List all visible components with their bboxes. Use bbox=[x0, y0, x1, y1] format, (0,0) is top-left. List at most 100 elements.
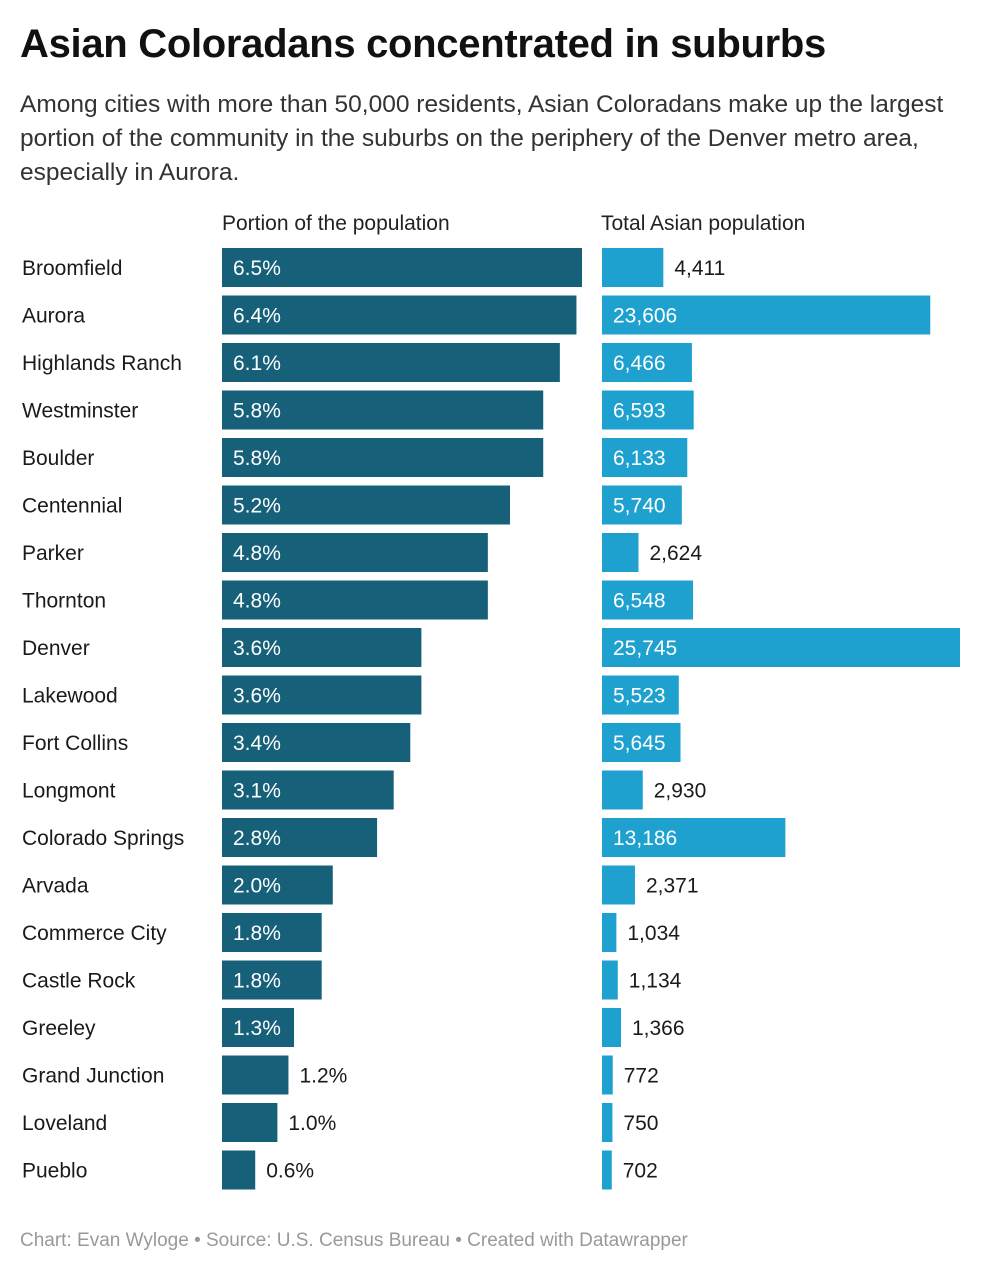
total-value-label: 4,411 bbox=[674, 257, 725, 280]
total-bar bbox=[602, 485, 682, 525]
share-value-label: 6.5% bbox=[233, 257, 281, 280]
share-value-label: 6.4% bbox=[233, 304, 281, 327]
category-label: Lakewood bbox=[22, 684, 118, 707]
category-label: Pueblo bbox=[22, 1159, 87, 1182]
category-label: Greeley bbox=[22, 1017, 96, 1040]
share-bar bbox=[222, 675, 422, 715]
category-label: Highlands Ranch bbox=[22, 352, 182, 375]
total-value-label: 2,930 bbox=[654, 779, 707, 802]
share-bar bbox=[222, 485, 510, 525]
share-bar bbox=[222, 343, 560, 382]
category-label: Castle Rock bbox=[22, 969, 136, 992]
total-bar bbox=[602, 248, 664, 287]
share-bar bbox=[222, 818, 378, 857]
category-label: Fort Collins bbox=[22, 732, 128, 755]
total-value-label: 1,034 bbox=[627, 922, 680, 945]
share-bar bbox=[222, 1103, 278, 1142]
share-bar bbox=[222, 438, 544, 477]
share-value-label: 3.6% bbox=[233, 684, 281, 707]
total-bar bbox=[602, 580, 694, 620]
share-value-label: 3.6% bbox=[233, 637, 281, 660]
share-value-label: 2.8% bbox=[233, 827, 281, 850]
share-value-label: 5.8% bbox=[233, 447, 281, 470]
share-value-label: 4.8% bbox=[233, 542, 281, 565]
share-bar bbox=[222, 913, 322, 952]
share-value-label: 1.2% bbox=[299, 1064, 347, 1087]
total-bar bbox=[602, 295, 931, 335]
total-bar bbox=[602, 438, 688, 477]
total-bar bbox=[602, 1150, 612, 1190]
category-label: Centennial bbox=[22, 494, 122, 517]
share-value-label: 1.8% bbox=[233, 922, 281, 945]
category-label: Commerce City bbox=[22, 922, 167, 945]
share-bar bbox=[222, 1008, 294, 1047]
total-bar bbox=[602, 818, 786, 857]
category-label: Thornton bbox=[22, 589, 106, 612]
share-value-label: 5.2% bbox=[233, 494, 281, 517]
total-value-label: 5,523 bbox=[613, 684, 666, 707]
share-bar bbox=[222, 390, 544, 430]
total-bar bbox=[602, 343, 692, 382]
total-bar bbox=[602, 723, 681, 762]
share-bar bbox=[222, 580, 488, 620]
total-value-label: 6,133 bbox=[613, 447, 666, 470]
share-value-label: 1.3% bbox=[233, 1017, 281, 1040]
share-value-label: 3.1% bbox=[233, 779, 281, 802]
category-label: Longmont bbox=[22, 779, 116, 802]
total-value-label: 23,606 bbox=[613, 304, 677, 327]
total-value-label: 1,134 bbox=[629, 969, 682, 992]
share-value-label: 4.8% bbox=[233, 589, 281, 612]
total-bar bbox=[602, 960, 618, 1000]
share-bar bbox=[222, 723, 411, 762]
total-value-label: 750 bbox=[623, 1112, 658, 1135]
total-value-label: 1,366 bbox=[632, 1017, 685, 1040]
share-value-label: 2.0% bbox=[233, 874, 281, 897]
total-bar bbox=[602, 1008, 621, 1047]
share-bar bbox=[222, 533, 488, 572]
total-value-label: 6,548 bbox=[613, 589, 666, 612]
total-value-label: 2,371 bbox=[646, 874, 699, 897]
total-value-label: 6,593 bbox=[613, 399, 666, 422]
share-bar bbox=[222, 295, 577, 335]
category-label: Boulder bbox=[22, 447, 94, 470]
share-bar bbox=[222, 770, 394, 810]
share-bar bbox=[222, 1055, 289, 1095]
category-label: Grand Junction bbox=[22, 1064, 164, 1087]
total-value-label: 702 bbox=[623, 1159, 658, 1182]
total-value-label: 6,466 bbox=[613, 352, 666, 375]
category-label: Westminster bbox=[22, 399, 138, 422]
share-bar bbox=[222, 865, 333, 905]
total-value-label: 5,740 bbox=[613, 494, 666, 517]
total-bar bbox=[602, 913, 617, 952]
chart-footer: Chart: Evan Wyloge • Source: U.S. Census… bbox=[20, 1230, 688, 1251]
share-value-label: 6.1% bbox=[233, 352, 281, 375]
total-value-label: 25,745 bbox=[613, 637, 677, 660]
share-value-label: 3.4% bbox=[233, 732, 281, 755]
share-value-label: 0.6% bbox=[266, 1159, 314, 1182]
total-value-label: 5,645 bbox=[613, 732, 666, 755]
total-bar bbox=[602, 390, 694, 430]
total-bar bbox=[602, 1055, 613, 1095]
share-column-header: Portion of the population bbox=[222, 212, 450, 235]
category-label: Loveland bbox=[22, 1112, 107, 1135]
total-value-label: 2,624 bbox=[649, 542, 702, 565]
category-label: Broomfield bbox=[22, 257, 122, 280]
category-label: Denver bbox=[22, 637, 90, 660]
share-bar bbox=[222, 960, 322, 1000]
total-bar bbox=[602, 865, 635, 905]
share-value-label: 5.8% bbox=[233, 399, 281, 422]
share-value-label: 1.0% bbox=[288, 1112, 336, 1135]
chart-subtitle: Among cities with more than 50,000 resid… bbox=[20, 91, 944, 186]
total-bar bbox=[602, 675, 679, 715]
category-label: Aurora bbox=[22, 304, 85, 327]
total-bar bbox=[602, 628, 960, 667]
total-bar bbox=[602, 1103, 613, 1142]
category-label: Colorado Springs bbox=[22, 827, 184, 850]
category-label: Arvada bbox=[22, 874, 89, 897]
share-bar bbox=[222, 248, 582, 287]
share-bar bbox=[222, 1150, 256, 1190]
chart-title: Asian Coloradans concentrated in suburbs bbox=[20, 22, 826, 66]
total-bar bbox=[602, 533, 639, 572]
share-value-label: 1.8% bbox=[233, 969, 281, 992]
